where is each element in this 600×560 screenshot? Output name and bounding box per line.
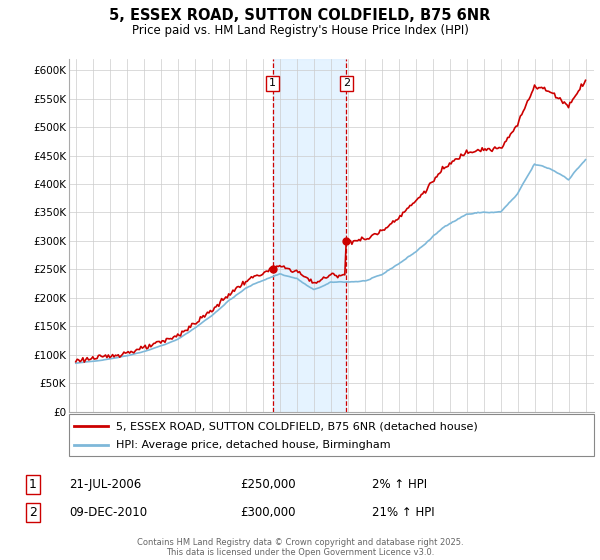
Text: 21% ↑ HPI: 21% ↑ HPI — [372, 506, 434, 519]
Bar — [272, 59, 346, 412]
Text: £300,000: £300,000 — [240, 506, 296, 519]
Text: HPI: Average price, detached house, Birmingham: HPI: Average price, detached house, Birm… — [116, 440, 391, 450]
Text: £250,000: £250,000 — [240, 478, 296, 491]
Text: 2: 2 — [343, 78, 350, 88]
Text: 5, ESSEX ROAD, SUTTON COLDFIELD, B75 6NR: 5, ESSEX ROAD, SUTTON COLDFIELD, B75 6NR — [109, 8, 491, 24]
Text: Price paid vs. HM Land Registry's House Price Index (HPI): Price paid vs. HM Land Registry's House … — [131, 24, 469, 36]
FancyBboxPatch shape — [69, 414, 594, 456]
Text: 09-DEC-2010: 09-DEC-2010 — [69, 506, 147, 519]
Text: Contains HM Land Registry data © Crown copyright and database right 2025.
This d: Contains HM Land Registry data © Crown c… — [137, 538, 463, 557]
Text: 1: 1 — [269, 78, 276, 88]
Text: 2: 2 — [29, 506, 37, 519]
Text: 1: 1 — [29, 478, 37, 491]
Text: 21-JUL-2006: 21-JUL-2006 — [69, 478, 141, 491]
Text: 5, ESSEX ROAD, SUTTON COLDFIELD, B75 6NR (detached house): 5, ESSEX ROAD, SUTTON COLDFIELD, B75 6NR… — [116, 421, 478, 431]
Text: 2% ↑ HPI: 2% ↑ HPI — [372, 478, 427, 491]
